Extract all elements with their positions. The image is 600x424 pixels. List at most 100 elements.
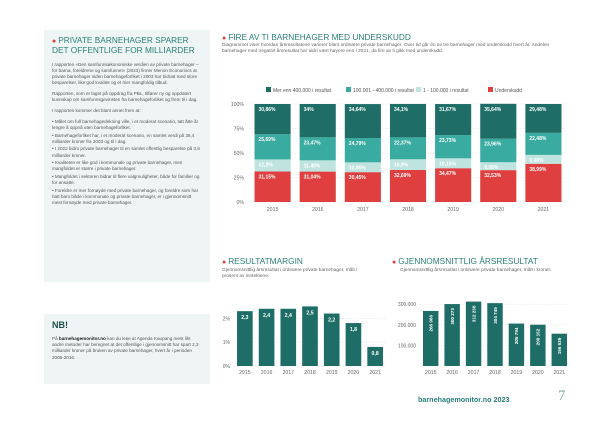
bar-segment [435,104,472,136]
data-label: 22,37% [394,140,412,146]
bar-segment [344,162,381,173]
margin-chart-subtitle: Gjennomsnittlig årsresultat i ordinære p… [222,268,358,280]
x-tick-label: 2019 [447,207,459,213]
info-bullet: • Målet om full barnehagedekning ville, … [52,119,199,131]
nb-link[interactable]: barnehagemonitor.no [58,336,106,341]
legend-swatch [346,87,351,92]
x-tick-label: 2016 [312,207,324,213]
x-tick-label: 2019 [326,370,338,376]
bar [367,346,383,366]
info-bullet: • Mangfoldet i sektoren bidrar til flere… [52,173,200,185]
info-para-1: I rapporten «Den samfunnsøkonomiske verd… [52,61,199,85]
x-tick-label: 2015 [267,207,279,213]
data-label: 31,67% [439,107,457,113]
data-label: 38,99% [529,167,547,173]
bar-segment [254,104,291,135]
x-tick-label: 2016 [446,370,458,376]
avg-chart-subtitle: Gjennomsnittlig årsresultat i ordinære p… [400,268,552,273]
x-tick-label: 2015 [239,370,251,376]
bar [237,311,253,366]
y-tick-label: 0% [237,200,245,206]
bar [465,301,482,366]
data-label: 30,86% [259,107,277,113]
legend-label: Mer enn 400.000 i resultat [273,88,332,94]
bar-segment [344,104,381,139]
avg-bar-chart: 100.000 200.000 300.000 266 966 2015 300 273 2… [398,301,570,376]
x-tick-label: 2018 [402,207,414,213]
bar-segment [299,137,336,161]
x-tick-label: 2021 [554,370,566,376]
legend-label: Underskudd [495,88,522,94]
stacked-bar-chart: Mer enn 400.000 i resultat 100.001 - 400.… [231,87,566,213]
info-bullet: • Barnehageforliket har, i et moderat sc… [52,132,195,144]
x-tick-label: 2017 [283,370,295,376]
bar-segment [480,138,517,163]
data-label: 2,4 [285,313,292,319]
y-tick-label: 100.000 [398,343,416,349]
data-label: 2,4 [263,313,270,319]
info-bullet: • I 2022 bidro private barnehager til en… [52,146,200,158]
info-para-3: I rapporten kommer det blant annet frem … [52,107,141,113]
bar-segment [525,103,562,133]
bar-segment [480,170,517,202]
bar [280,308,297,366]
bar-segment [299,104,336,138]
bar-segment [344,172,381,202]
bar-segment [299,171,336,202]
nb-title: NB! [52,320,68,330]
y-tick-label: 50% [234,151,245,157]
info-para-2: Rapporten, som er laget på oppdrag fra P… [52,90,198,102]
data-label: 2,5 [306,310,313,316]
bar-segment [480,103,517,139]
data-label: 2,2 [328,318,335,324]
margin-chart-title: ● RESULTATMARGIN [222,256,303,266]
avg-chart-title: ● GJENNOMSNITTLIG ÅRSRESULTAT [392,256,538,266]
y-tick-label: 2% [223,316,231,322]
bar-segment [525,132,562,155]
data-label: 312 238 [471,305,476,322]
bar-segment [389,169,427,202]
data-label: 304 749 [493,307,498,324]
bar-segment [389,159,427,170]
data-label: 23,96% [484,142,502,148]
x-tick-label: 2016 [261,370,273,376]
legend-swatch [416,87,421,92]
data-label: 25,69% [259,137,277,143]
bar-segment [254,134,291,160]
legend-label: 100.001 - 400.000 i resultat [353,88,414,94]
data-label: 300 273 [450,308,455,325]
y-tick-label: 25% [234,176,245,182]
bar [258,308,275,366]
data-label: 35,64% [484,107,502,113]
bar-segment [254,159,291,172]
bar-segment [435,135,472,159]
y-tick-label: 200.000 [398,323,416,329]
data-label: 29,48% [529,107,547,113]
data-label: 23,47% [304,140,322,146]
bar [508,323,525,366]
data-label: 30,45% [349,175,367,181]
info-bullet: • Foreldre er mer fornøyde med private b… [52,187,199,205]
data-label: 8,08% [484,165,499,171]
x-tick-label: 2017 [357,207,369,213]
nb-text-pre: På [52,336,59,341]
bar [345,323,362,366]
data-label: 9,08% [529,158,544,164]
bar-segment [525,163,562,202]
page-number: 7 [558,388,566,404]
nb-text-post: kan du lese at Agenda Kaupang mest likt … [52,336,199,360]
info-box: ● PRIVATE BARNEHAGER SPARER DET OFFENTLI… [44,30,210,282]
bar [530,324,546,366]
bar [323,313,340,366]
data-label: 200 152 [536,328,541,345]
data-label: 24,79% [349,141,367,147]
main-chart-subtitle: Diagrammet viser hvordan årsresultatene … [222,43,550,55]
data-label: 34,1% [394,107,409,113]
x-tick-label: 2020 [348,370,360,376]
data-label: 1,8 [350,327,357,333]
nb-text: På barnehagemonitor.no kan du lese at Ag… [52,336,202,361]
main-chart-title: ● FIRE AV TI BARNEHAGER MED UNDERSKUDD [222,32,411,42]
data-label: 10,05% [349,165,367,171]
data-label: 0,8 [372,351,379,357]
x-tick-label: 2020 [493,207,505,213]
